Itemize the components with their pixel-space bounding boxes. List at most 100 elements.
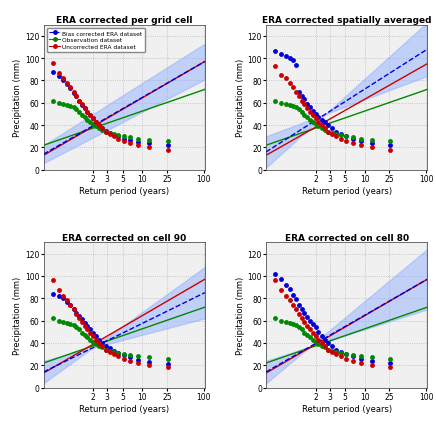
- Point: [278, 51, 285, 58]
- Point: [89, 121, 96, 128]
- Point: [343, 138, 350, 145]
- Point: [387, 147, 394, 154]
- Point: [325, 340, 332, 346]
- Point: [278, 276, 285, 283]
- Point: [333, 348, 340, 355]
- Point: [78, 316, 85, 323]
- Point: [89, 330, 96, 337]
- Point: [283, 319, 290, 325]
- Point: [146, 137, 153, 144]
- Point: [64, 80, 71, 87]
- Point: [272, 98, 279, 105]
- Point: [296, 93, 303, 100]
- Point: [286, 55, 293, 62]
- Point: [387, 142, 394, 149]
- Point: [92, 119, 99, 126]
- Point: [343, 351, 350, 358]
- Point: [293, 105, 300, 112]
- Point: [293, 306, 300, 313]
- Title: ERA corrected on cell 80: ERA corrected on cell 80: [285, 233, 409, 242]
- Point: [309, 330, 316, 337]
- Point: [298, 306, 305, 313]
- Y-axis label: Precipitation (mm): Precipitation (mm): [13, 276, 22, 354]
- Point: [70, 89, 77, 96]
- Point: [349, 352, 356, 359]
- Point: [146, 140, 153, 147]
- Point: [115, 136, 122, 143]
- Point: [73, 311, 80, 317]
- Point: [307, 117, 313, 124]
- Point: [368, 140, 375, 147]
- Point: [146, 359, 153, 366]
- Point: [333, 129, 340, 136]
- Point: [349, 135, 356, 141]
- Point: [318, 117, 325, 124]
- Point: [315, 341, 322, 348]
- Point: [70, 322, 77, 329]
- Point: [64, 299, 71, 305]
- Point: [102, 343, 109, 350]
- Point: [312, 121, 319, 128]
- Point: [164, 147, 171, 154]
- Point: [321, 344, 328, 351]
- Point: [278, 100, 285, 107]
- Point: [301, 330, 308, 337]
- Point: [325, 129, 332, 136]
- Point: [135, 357, 142, 363]
- Point: [307, 334, 313, 341]
- Point: [337, 136, 344, 143]
- Point: [73, 93, 80, 100]
- Point: [95, 343, 102, 350]
- Point: [296, 324, 303, 331]
- Point: [135, 353, 142, 360]
- Point: [135, 139, 142, 146]
- Point: [272, 315, 279, 322]
- Point: [349, 353, 356, 360]
- Point: [298, 98, 305, 105]
- Point: [303, 101, 310, 108]
- Point: [293, 322, 300, 329]
- Point: [337, 353, 344, 360]
- Point: [290, 84, 296, 91]
- Point: [303, 332, 310, 339]
- Point: [298, 326, 305, 333]
- Point: [293, 296, 300, 303]
- Point: [283, 53, 290, 60]
- Point: [387, 360, 394, 366]
- Point: [301, 112, 308, 119]
- Point: [333, 346, 340, 353]
- Point: [321, 126, 328, 132]
- Point: [92, 124, 99, 130]
- Point: [307, 326, 313, 333]
- Point: [84, 334, 91, 341]
- Point: [55, 70, 62, 77]
- Point: [318, 122, 325, 129]
- Point: [55, 100, 62, 107]
- Point: [115, 132, 122, 139]
- Point: [286, 320, 293, 326]
- Point: [73, 310, 80, 317]
- Point: [67, 321, 74, 328]
- Title: ERA corrected per grid cell: ERA corrected per grid cell: [56, 16, 192, 25]
- Point: [106, 348, 113, 354]
- Point: [357, 360, 364, 366]
- Point: [102, 129, 109, 136]
- Point: [278, 287, 285, 294]
- Point: [81, 332, 88, 339]
- Point: [368, 362, 375, 369]
- Point: [120, 136, 127, 143]
- Point: [312, 111, 319, 118]
- Point: [87, 326, 94, 333]
- Point: [318, 340, 325, 346]
- Point: [329, 126, 336, 132]
- Point: [89, 116, 96, 123]
- Point: [387, 138, 394, 145]
- Point: [329, 131, 336, 138]
- Point: [296, 107, 303, 114]
- Point: [290, 292, 296, 299]
- Point: [49, 291, 56, 297]
- Point: [164, 142, 171, 149]
- X-axis label: Return period (years): Return period (years): [302, 403, 392, 412]
- Point: [321, 127, 328, 134]
- Point: [92, 341, 99, 348]
